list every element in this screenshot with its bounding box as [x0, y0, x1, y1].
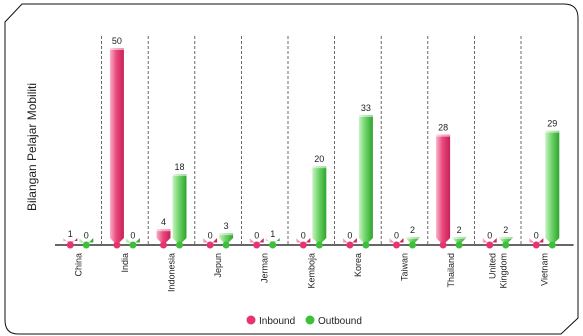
- axis-marker-outbound-china: [82, 241, 90, 249]
- value-label-inbound-china: 1: [68, 229, 73, 239]
- value-label-inbound-korea: 0: [347, 231, 352, 241]
- bar-outbound-jepun: [219, 233, 234, 245]
- category-label-korea: Korea: [353, 253, 363, 277]
- value-label-inbound-jerman: 0: [254, 231, 259, 241]
- category-label-indonesia: Indonesia: [167, 253, 177, 292]
- value-label-outbound-taiwan: 2: [410, 225, 415, 235]
- bar-cap-outbound-thailand: [452, 237, 467, 240]
- axis-marker-inbound-india: [113, 241, 121, 249]
- axis-marker-inbound-united-kingdom: [486, 241, 494, 249]
- value-label-outbound-united-kingdom: 2: [503, 225, 508, 235]
- axis-marker-inbound-china: [66, 241, 74, 249]
- value-label-outbound-jerman: 1: [270, 229, 275, 239]
- category-label-jerman: Jerman: [260, 253, 270, 283]
- axis-marker-inbound-korea: [346, 241, 354, 249]
- bar-cap-outbound-kemboja: [312, 166, 327, 169]
- axis-marker-outbound-kemboja: [315, 241, 323, 249]
- bar-cap-outbound-korea: [358, 114, 373, 117]
- axis-marker-inbound-indonesia: [160, 241, 167, 249]
- bar-inbound-indonesia: [156, 229, 171, 245]
- value-label-outbound-korea: 33: [361, 103, 371, 113]
- axis-marker-outbound-jepun: [222, 241, 230, 249]
- category-label-china: China: [73, 253, 83, 277]
- bar-cap-outbound-united-kingdom: [498, 237, 513, 240]
- bar-outbound-vietnam: [545, 130, 560, 245]
- bar-cap-inbound-indonesia: [156, 229, 171, 232]
- bar-cap-inbound-india: [109, 48, 124, 50]
- category-label-united-kingdom: UnitedKingdom: [488, 253, 509, 289]
- axis-marker-outbound-korea: [362, 241, 370, 249]
- category-label-kemboja: Kemboja: [306, 253, 316, 289]
- axis-marker-outbound-united-kingdom: [502, 241, 510, 249]
- bar-inbound-india: [109, 48, 124, 245]
- category-label-thailand: Thailand: [446, 253, 456, 288]
- value-label-outbound-vietnam: 29: [547, 119, 557, 129]
- value-label-outbound-thailand: 2: [457, 225, 462, 235]
- bar-outbound-indonesia: [172, 174, 187, 245]
- category-label-taiwan: Taiwan: [400, 253, 410, 281]
- legend-marker-inbound: [246, 315, 256, 325]
- value-label-inbound-thailand: 28: [438, 123, 448, 133]
- value-label-inbound-jepun: 0: [208, 231, 213, 241]
- value-label-outbound-jepun: 3: [224, 221, 229, 231]
- bar-outbound-korea: [358, 114, 373, 245]
- legend: Inbound Outbound: [246, 315, 362, 327]
- axis-marker-inbound-kemboja: [299, 241, 307, 249]
- bar-outbound-kemboja: [312, 166, 327, 245]
- axis-marker-inbound-vietnam: [532, 241, 540, 249]
- value-label-inbound-vietnam: 0: [534, 231, 539, 241]
- bar-cap-outbound-vietnam: [545, 130, 560, 133]
- bar-cap-outbound-jepun: [219, 233, 234, 236]
- legend-label-inbound: Inbound: [259, 316, 295, 327]
- value-label-outbound-indonesia: 18: [174, 162, 184, 172]
- axis-marker-outbound-vietnam: [548, 241, 556, 249]
- axis-marker-outbound-jerman: [269, 241, 277, 249]
- legend-marker-outbound: [305, 315, 315, 325]
- y-axis-label: Bilangan Pelajar Mobiliti: [25, 83, 39, 211]
- axis-marker-outbound-indonesia: [176, 241, 183, 249]
- value-label-outbound-kemboja: 20: [314, 154, 324, 164]
- axis-marker-outbound-thailand: [455, 241, 463, 249]
- chart-border: [4, 3, 579, 335]
- value-label-inbound-taiwan: 0: [394, 231, 399, 241]
- axis-marker-inbound-taiwan: [393, 241, 400, 249]
- axis-marker-outbound-india: [129, 241, 137, 249]
- legend-label-outbound: Outbound: [318, 316, 362, 327]
- axis-marker-inbound-jerman: [253, 241, 261, 249]
- bar-cap-inbound-thailand: [436, 134, 451, 137]
- value-label-inbound-india: 50: [112, 36, 122, 46]
- axis-marker-inbound-thailand: [439, 241, 447, 249]
- value-label-inbound-united-kingdom: 0: [487, 231, 492, 241]
- value-label-outbound-china: 0: [84, 231, 89, 241]
- category-label-india: India: [120, 253, 130, 273]
- bar-inbound-thailand: [436, 134, 451, 245]
- axis-marker-inbound-jepun: [206, 241, 214, 249]
- value-label-outbound-india: 0: [130, 231, 135, 241]
- axis-marker-outbound-taiwan: [409, 241, 416, 249]
- value-label-inbound-indonesia: 4: [161, 217, 166, 227]
- category-label-jepun: Jepun: [213, 253, 223, 278]
- bar-cap-outbound-taiwan: [405, 237, 420, 240]
- bar-cap-outbound-indonesia: [172, 174, 187, 177]
- category-label-vietnam: Vietnam: [539, 253, 549, 286]
- value-label-inbound-kemboja: 0: [301, 231, 306, 241]
